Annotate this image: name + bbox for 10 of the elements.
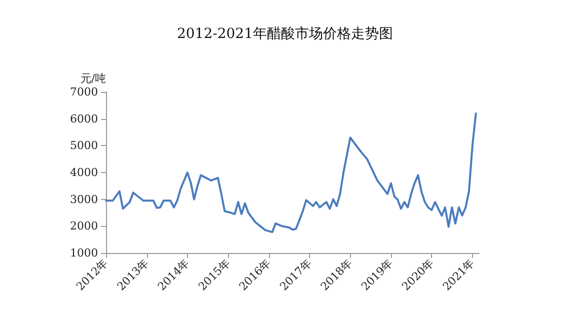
y-axis-title: 元/吨 [80,72,106,85]
y-tick-label: 7000 [70,86,98,98]
y-tick-label: 6000 [70,112,98,126]
y-tick-label: 5000 [70,139,98,152]
y-tick-label: 4000 [70,166,98,179]
y-tick-label: 2000 [70,220,98,233]
line-series [105,112,477,234]
chart-title: 2012-2021年醋酸市场价格走势图 [177,26,393,42]
y-tick-label: 3000 [70,192,98,206]
y-tick-label: 1000 [70,246,98,260]
